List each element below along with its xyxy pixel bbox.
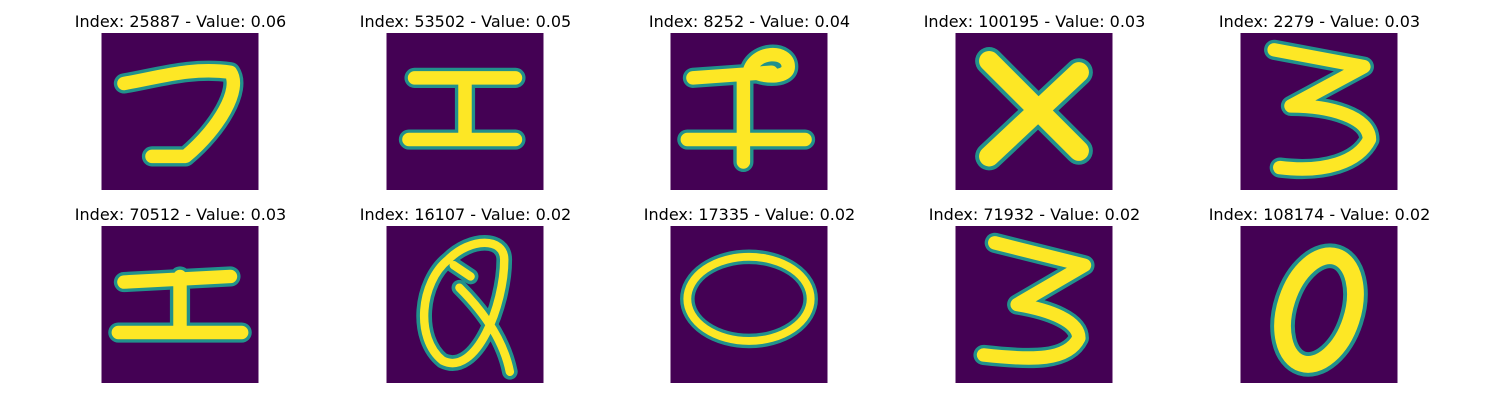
panel-title: Index: 16107 - Value: 0.02	[359, 205, 572, 224]
panel-image	[1240, 226, 1398, 383]
panel-title: Index: 17335 - Value: 0.02	[643, 205, 856, 224]
panel-1: Index: 25887 - Value: 0.06	[38, 12, 323, 202]
panel-3: Index: 8252 - Value: 0.04	[607, 12, 892, 202]
glyph-o-image	[670, 226, 828, 383]
panel-title: Index: 2279 - Value: 0.03	[1218, 12, 1421, 31]
glyph-stroke	[680, 47, 812, 169]
glyph-i-image	[386, 33, 544, 190]
panel-image	[670, 33, 828, 190]
panel-2: Index: 53502 - Value: 0.05	[323, 12, 608, 202]
panel-image	[670, 226, 828, 383]
panel-image	[955, 226, 1113, 383]
glyph-7-image	[101, 33, 259, 190]
glyph-stroke	[1267, 43, 1377, 176]
glyph-q-image	[386, 226, 544, 383]
glyph-stroke	[683, 252, 815, 345]
glyph-stroke	[979, 50, 1089, 167]
panel-title: Index: 8252 - Value: 0.04	[648, 12, 851, 31]
panel-image	[955, 33, 1113, 190]
panel-title: Index: 71932 - Value: 0.02	[928, 205, 1141, 224]
panel-4: Index: 100195 - Value: 0.03	[892, 12, 1177, 202]
panel-title: Index: 100195 - Value: 0.03	[923, 12, 1146, 31]
panel-5: Index: 2279 - Value: 0.03	[1177, 12, 1462, 202]
glyph-i-image	[101, 226, 259, 383]
glyph-stroke	[402, 71, 523, 147]
glyph-x-image	[955, 33, 1113, 190]
glyph-3-image	[955, 226, 1113, 383]
panel-image	[101, 33, 259, 190]
panel-title: Index: 53502 - Value: 0.05	[359, 12, 572, 31]
panel-9: Index: 71932 - Value: 0.02	[892, 205, 1177, 395]
panel-image	[386, 226, 544, 383]
glyph-stroke	[976, 236, 1092, 365]
glyph-i-hooked-image	[670, 33, 828, 190]
panel-title: Index: 70512 - Value: 0.03	[74, 205, 287, 224]
glyph-stroke	[117, 63, 241, 164]
panel-10: Index: 108174 - Value: 0.02	[1177, 205, 1462, 395]
panel-image	[101, 226, 259, 383]
glyph-stroke	[420, 238, 515, 376]
glyph-3-image	[1240, 33, 1398, 190]
panel-7: Index: 16107 - Value: 0.02	[323, 205, 608, 395]
panel-6: Index: 70512 - Value: 0.03	[38, 205, 323, 395]
panel-image	[386, 33, 544, 190]
panel-image	[1240, 33, 1398, 190]
panel-8: Index: 17335 - Value: 0.02	[607, 205, 892, 395]
panel-title: Index: 108174 - Value: 0.02	[1208, 205, 1431, 224]
glyph-stroke	[111, 269, 249, 340]
glyph-stroke	[1274, 247, 1364, 373]
panel-title: Index: 25887 - Value: 0.06	[74, 12, 287, 31]
glyph-0-image	[1240, 226, 1398, 383]
